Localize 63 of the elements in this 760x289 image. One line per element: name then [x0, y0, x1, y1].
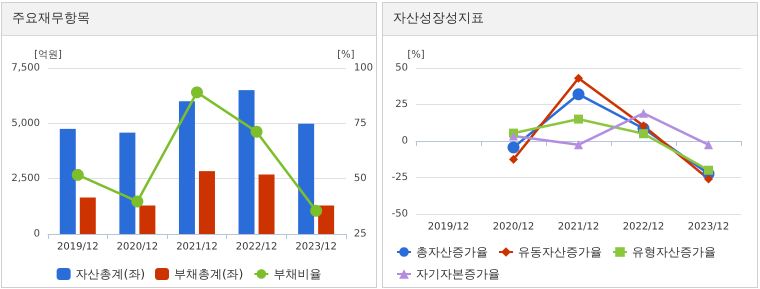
bar: [139, 205, 156, 234]
bar: [119, 132, 136, 234]
legend-label: 자기자본증가율: [416, 267, 500, 281]
x-tick-label: 2021/12: [176, 242, 218, 252]
point: [508, 141, 520, 154]
point: [509, 154, 518, 164]
bar: [258, 174, 275, 234]
legend-label: 부채비율: [273, 267, 322, 281]
y2-tick-label: 100: [354, 62, 374, 74]
bar: [60, 128, 76, 234]
legend-label: 유형자산증가율: [632, 245, 716, 259]
bar: [318, 205, 334, 234]
bar: [198, 171, 215, 234]
point: [574, 114, 583, 124]
point: [509, 132, 518, 141]
legend-label: 총자산증가율: [416, 245, 488, 259]
y-tick-label: -50: [392, 208, 408, 220]
y-tick-label: 0: [34, 228, 40, 240]
bar: [80, 197, 96, 234]
x-tick-label: 2023/12: [295, 242, 337, 252]
point: [704, 166, 713, 175]
y2-tick-label: 75: [354, 118, 367, 129]
x-tick-label: 2019/12: [428, 222, 470, 232]
y-tick-label: 7,500: [11, 62, 40, 74]
point: [639, 121, 648, 130]
y-tick-label: 5,000: [11, 118, 40, 129]
point: [72, 168, 84, 181]
point: [131, 195, 144, 208]
point: [190, 86, 203, 98]
y-axis-title: [%]: [407, 50, 425, 60]
y-tick-label: 2,500: [11, 173, 40, 184]
y-tick-label: 50: [395, 62, 408, 74]
x-tick-label: 2020/12: [492, 222, 534, 232]
x-tick-label: 2020/12: [116, 242, 158, 252]
point: [572, 88, 584, 100]
point: [704, 140, 713, 150]
point: [574, 74, 583, 83]
y2-tick-label: 25: [354, 228, 367, 240]
chart-title: 주요재무항목: [2, 3, 376, 36]
point: [574, 140, 583, 150]
legend-label: 유동자산증가율: [518, 245, 602, 259]
point: [250, 126, 263, 138]
y2-tick-label: 50: [354, 173, 367, 184]
y-axis-title: [억원]: [34, 50, 62, 60]
bar: [298, 124, 314, 234]
bar: [178, 101, 195, 234]
y-tick-label: -25: [392, 172, 408, 183]
y-tick-label: 0: [402, 136, 408, 146]
x-tick-label: 2019/12: [57, 242, 99, 252]
chart-title: 자산성장성지표: [383, 3, 757, 36]
bar: [238, 90, 255, 234]
y-tick-label: 25: [395, 99, 408, 110]
point: [639, 108, 648, 118]
x-tick-label: 2021/12: [558, 222, 600, 232]
x-tick-label: 2022/12: [236, 242, 278, 252]
y2-axis-title: [%]: [337, 50, 355, 60]
x-tick-label: 2023/12: [688, 222, 730, 232]
legend-label: 부채총계(좌): [174, 267, 244, 281]
point: [310, 204, 322, 217]
x-tick-label: 2022/12: [622, 222, 664, 232]
point: [639, 129, 648, 138]
legend-label: 자산총계(좌): [76, 267, 146, 281]
point: [704, 174, 713, 184]
